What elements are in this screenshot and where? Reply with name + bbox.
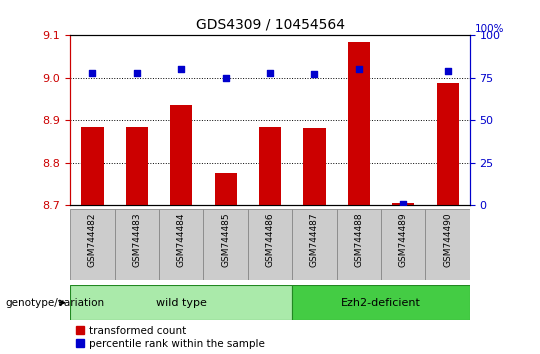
Bar: [214, 173, 237, 205]
Bar: [70, 209, 114, 280]
Bar: [204, 209, 248, 280]
Bar: [82, 127, 104, 205]
Bar: [348, 42, 370, 205]
Text: GSM744489: GSM744489: [399, 212, 408, 267]
Text: Ezh2-deficient: Ezh2-deficient: [341, 298, 421, 308]
Text: wild type: wild type: [156, 298, 207, 308]
Bar: [292, 209, 336, 280]
Bar: [159, 209, 204, 280]
Point: [310, 72, 319, 77]
Bar: [426, 209, 470, 280]
Point: [443, 68, 452, 74]
Bar: [336, 209, 381, 280]
Legend: transformed count, percentile rank within the sample: transformed count, percentile rank withi…: [76, 326, 265, 349]
Text: GSM744483: GSM744483: [132, 212, 141, 267]
Bar: [259, 127, 281, 205]
Text: 100%: 100%: [475, 24, 505, 34]
Bar: [436, 83, 458, 205]
Point: [221, 75, 230, 81]
Point: [132, 70, 141, 76]
Point: [399, 201, 408, 206]
Bar: [170, 105, 192, 205]
Text: genotype/variation: genotype/variation: [5, 298, 105, 308]
Point: [88, 70, 97, 76]
Bar: [392, 203, 414, 205]
Point: [354, 67, 363, 72]
Point: [177, 67, 186, 72]
Text: GSM744488: GSM744488: [354, 212, 363, 267]
Text: GSM744487: GSM744487: [310, 212, 319, 267]
Text: GSM744482: GSM744482: [88, 212, 97, 267]
Point: [266, 70, 274, 76]
Bar: [248, 209, 292, 280]
Text: GSM744486: GSM744486: [266, 212, 274, 267]
Text: GSM744490: GSM744490: [443, 212, 452, 267]
Bar: [126, 127, 148, 205]
Bar: [381, 209, 426, 280]
Bar: [292, 285, 470, 320]
Bar: [303, 128, 326, 205]
Text: GSM744484: GSM744484: [177, 212, 186, 267]
Title: GDS4309 / 10454564: GDS4309 / 10454564: [195, 17, 345, 32]
Bar: [114, 209, 159, 280]
Text: GSM744485: GSM744485: [221, 212, 230, 267]
Bar: [70, 285, 292, 320]
